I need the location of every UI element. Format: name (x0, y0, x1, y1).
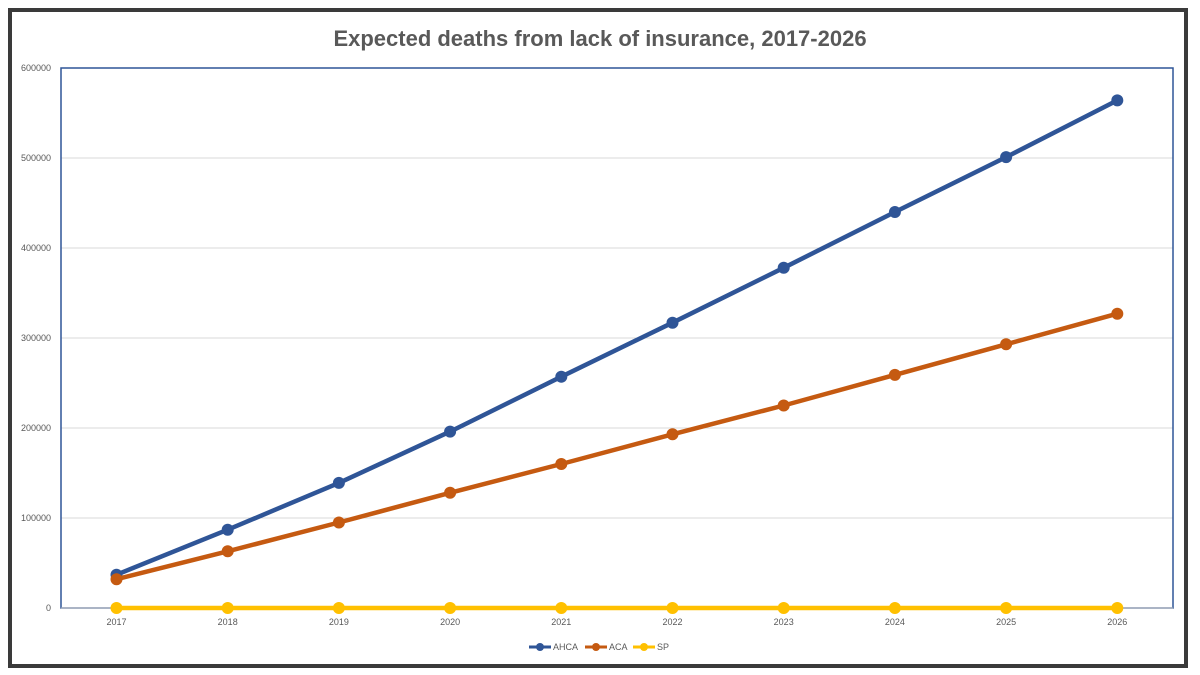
data-point-ahca (888, 206, 901, 218)
data-point-ahca (444, 425, 457, 438)
data-point-ahca (221, 523, 234, 536)
data-point-sp (777, 602, 790, 614)
chart-title: Expected deaths from lack of insurance, … (333, 26, 867, 51)
y-tick-label: 200000 (21, 423, 51, 433)
legend-label-aca: ACA (609, 642, 628, 652)
y-tick-label: 600000 (21, 63, 51, 73)
data-point-sp (1111, 602, 1124, 614)
series-line-aca (114, 311, 1120, 582)
data-point-ahca (1000, 151, 1013, 164)
data-point-sp (332, 602, 345, 614)
data-point-sp (221, 602, 234, 614)
data-point-aca (666, 428, 679, 441)
x-tick-label: 2020 (440, 617, 460, 627)
x-tick-label: 2018 (218, 617, 238, 627)
x-tick-label: 2019 (329, 617, 349, 627)
data-point-sp (110, 602, 123, 614)
data-point-aca (444, 486, 457, 499)
data-point-sp (666, 602, 679, 614)
legend-label-ahca: AHCA (553, 642, 578, 652)
x-tick-label: 2026 (1107, 617, 1127, 627)
y-tick-label: 400000 (21, 243, 51, 253)
data-point-aca (332, 516, 345, 529)
data-point-aca (110, 573, 123, 586)
data-point-aca (1111, 307, 1124, 320)
series-line-ahca (114, 98, 1120, 577)
data-point-sp (555, 602, 568, 614)
x-tick-label: 2021 (551, 617, 571, 627)
x-tick-label: 2023 (774, 617, 794, 627)
y-tick-label: 300000 (21, 333, 51, 343)
data-point-aca (555, 458, 568, 470)
legend-marker-aca (592, 643, 600, 651)
legend: AHCA ACA SP (529, 642, 669, 652)
x-tick-label: 2017 (106, 617, 126, 627)
legend-marker-sp (640, 643, 648, 651)
x-tick-label: 2025 (996, 617, 1016, 627)
y-tick-label: 100000 (21, 513, 51, 523)
y-tick-label: 0 (46, 603, 51, 613)
data-point-sp (444, 602, 457, 614)
x-tick-label: 2024 (885, 617, 905, 627)
data-point-aca (1000, 338, 1013, 351)
data-point-ahca (777, 261, 790, 274)
data-point-ahca (666, 316, 679, 329)
data-point-aca (888, 368, 901, 381)
legend-marker-ahca (536, 643, 544, 651)
gridlines (61, 157, 1173, 519)
data-point-sp (1000, 602, 1013, 614)
data-point-ahca (1111, 94, 1124, 107)
data-point-sp (888, 602, 901, 614)
data-point-ahca (555, 370, 568, 383)
legend-label-sp: SP (657, 642, 669, 652)
series-group (110, 94, 1124, 614)
x-tick-label: 2022 (662, 617, 682, 627)
data-point-aca (777, 399, 790, 412)
data-point-aca (221, 545, 234, 558)
data-point-ahca (332, 476, 345, 489)
y-tick-label: 500000 (21, 153, 51, 163)
